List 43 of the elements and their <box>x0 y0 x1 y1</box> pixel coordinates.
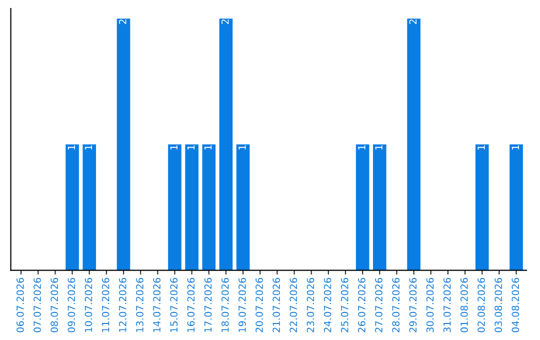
x-tick-label: 27.07.2026 <box>375 278 382 332</box>
data-label: 1 <box>358 145 366 150</box>
data-label: 1 <box>478 145 485 150</box>
data-label: 1 <box>187 145 194 150</box>
x-tick-label: 20.07.2026 <box>256 278 263 332</box>
x-tick-label: 19.07.2026 <box>238 278 246 332</box>
x-tick-label: 16.07.2026 <box>187 278 195 332</box>
x-tick-label: 11.07.2026 <box>102 278 110 332</box>
x-tick-label: 09.07.2026 <box>68 278 76 332</box>
x-tick-label: 14.07.2026 <box>153 278 160 332</box>
x-tick-label: 01.08.2026 <box>460 278 468 332</box>
x-tick-label: 30.07.2026 <box>426 278 434 332</box>
data-label: 2 <box>221 20 229 24</box>
x-tick-label: 28.07.2026 <box>392 278 400 332</box>
x-tick-label: 23.07.2026 <box>306 278 314 332</box>
x-tick-label: 29.07.2026 <box>409 278 417 332</box>
data-label: 1 <box>68 145 75 150</box>
x-tick-label: 13.07.2026 <box>136 278 144 332</box>
x-tick-label: 10.07.2026 <box>84 278 92 332</box>
x-tick-label: 12.07.2026 <box>118 278 126 332</box>
x-tick-label: 02.08.2026 <box>478 278 485 332</box>
x-tick-label: 31.07.2026 <box>443 278 451 332</box>
x-tick-label: 08.07.2026 <box>50 278 58 332</box>
data-label: 1 <box>238 145 246 150</box>
x-tick-label: 04.08.2026 <box>512 278 520 332</box>
data-label: 1 <box>204 145 212 150</box>
data-label: 1 <box>170 145 178 150</box>
x-tick-label: 03.08.2026 <box>494 278 502 332</box>
data-label: 1 <box>84 145 92 150</box>
data-label: 2 <box>409 20 416 24</box>
x-tick-label: 21.07.2026 <box>272 278 280 332</box>
x-tick-label: 26.07.2026 <box>358 278 366 332</box>
data-label: 1 <box>375 145 382 150</box>
x-tick-label: 24.07.2026 <box>324 278 332 332</box>
x-tick-label: 22.07.2026 <box>290 278 298 332</box>
data-label: 1 <box>512 145 519 150</box>
x-tick-label: 07.07.2026 <box>34 278 41 332</box>
x-tick-label: 15.07.2026 <box>170 278 178 332</box>
x-tick-label: 18.07.2026 <box>221 278 229 332</box>
x-tick-label: 25.07.2026 <box>340 278 348 332</box>
x-tick-label: 17.07.2026 <box>204 278 212 332</box>
data-label: 2 <box>118 20 126 24</box>
x-tick-label: 06.07.2026 <box>16 278 24 332</box>
